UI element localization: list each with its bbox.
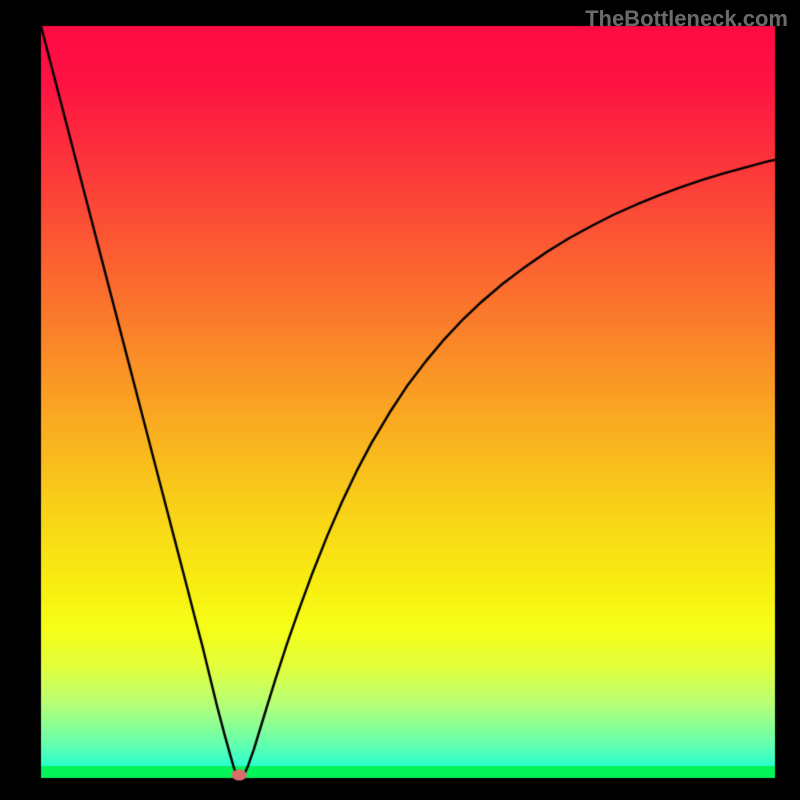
watermark-text: TheBottleneck.com — [585, 6, 788, 32]
bottleneck-curve-chart — [0, 0, 800, 800]
